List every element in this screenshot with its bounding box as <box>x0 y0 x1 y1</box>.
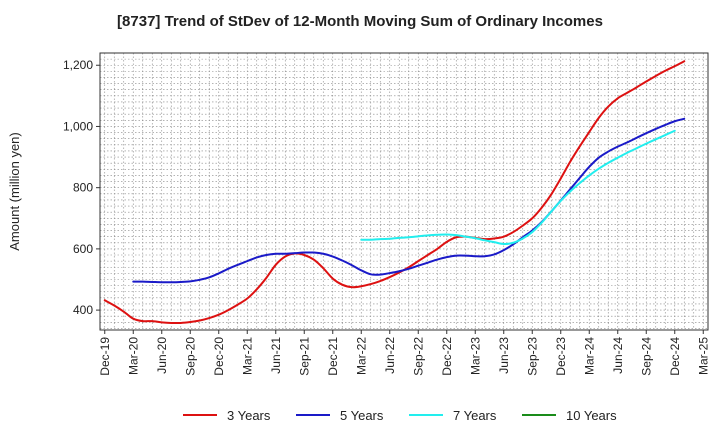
x-tick-label: Dec-19 <box>98 337 112 376</box>
chart-title: [8737] Trend of StDev of 12-Month Moving… <box>117 13 603 30</box>
legend-label-3-years: 3 Years <box>227 407 271 423</box>
plot-frame <box>99 52 709 331</box>
x-tick-label: Dec-21 <box>326 337 340 376</box>
x-tick-label: Dec-24 <box>668 337 682 376</box>
x-tick-label: Jun-21 <box>269 337 283 374</box>
y-tick-label: 1,000 <box>63 119 93 133</box>
x-tick-label: Sep-20 <box>183 337 197 376</box>
x-tick-label: Mar-22 <box>354 337 368 375</box>
x-tick-label: Mar-23 <box>468 337 482 375</box>
grid-layer <box>100 52 708 330</box>
x-tick-label: Sep-21 <box>297 337 311 376</box>
legend-item-7-years: 7 Years <box>409 406 496 424</box>
x-tick-label: Jun-20 <box>155 337 169 374</box>
legend-label-5-years: 5 Years <box>340 407 384 423</box>
y-tick-label: 1,200 <box>63 58 93 72</box>
x-tick-label: Sep-22 <box>411 337 425 376</box>
legend-swatch-3-years <box>183 414 217 416</box>
series-layer <box>103 60 686 325</box>
x-tick-label: Dec-22 <box>440 337 454 376</box>
y-tick-label: 800 <box>73 181 93 195</box>
x-tick-label: Jun-22 <box>383 337 397 374</box>
x-tick-label: Mar-21 <box>240 337 254 375</box>
series-line-3-years <box>103 60 686 325</box>
x-tick-label: Sep-24 <box>639 337 653 376</box>
x-tick-label: Mar-20 <box>126 337 140 375</box>
x-tick-label: Dec-23 <box>554 337 568 376</box>
series-line-5-years <box>132 117 686 284</box>
series-line-7-years <box>360 129 676 246</box>
legend-label-7-years: 7 Years <box>453 407 497 423</box>
chart-canvas: 400 600 800 1,000 1,200 Dec-19 Mar-20 Jun-20 Sep… <box>7 52 710 376</box>
x-tick-label: Jun-24 <box>611 337 625 374</box>
legend-swatch-10-years <box>522 414 556 416</box>
x-tick-label: Mar-24 <box>582 337 596 375</box>
legend-item-10-years: 10 Years <box>522 406 617 424</box>
x-tick-label: Sep-23 <box>525 337 539 376</box>
y-axis-title: Amount (million yen) <box>7 132 22 251</box>
x-tick-label: Dec-20 <box>212 337 226 376</box>
x-tick-label: Mar-25 <box>696 337 710 375</box>
label-layer: 400 600 800 1,000 1,200 Dec-19 Mar-20 Jun-20 Sep… <box>7 58 710 375</box>
legend-item-5-years: 5 Years <box>296 406 383 424</box>
legend-item-3-years: 3 Years <box>183 406 270 424</box>
legend-swatch-5-years <box>296 414 330 416</box>
y-tick-label: 600 <box>73 242 93 256</box>
legend-swatch-7-years <box>409 414 443 416</box>
x-tick-label: Jun-23 <box>497 337 511 374</box>
legend-label-10-years: 10 Years <box>566 407 617 423</box>
legend: 3 Years 5 Years 7 Years 10 Years <box>0 406 720 424</box>
y-tick-label: 400 <box>73 303 93 317</box>
axis-layer <box>96 52 709 334</box>
